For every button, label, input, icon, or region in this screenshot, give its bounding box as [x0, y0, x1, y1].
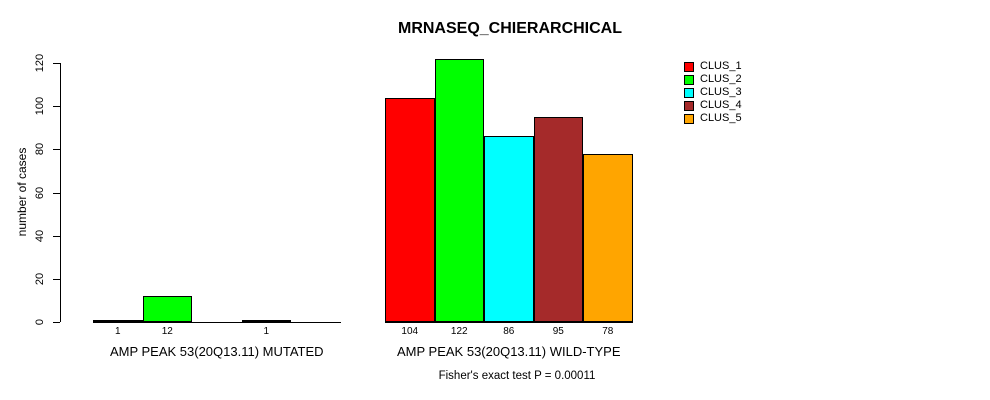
legend-swatch-icon — [684, 87, 694, 98]
y-tick-label: 0 — [34, 318, 46, 326]
y-tick-label: 60 — [34, 186, 46, 199]
y-tick-mark — [53, 235, 60, 237]
y-tick-mark — [53, 192, 60, 194]
legend-swatch-icon — [684, 100, 694, 111]
legend-item-clus_2: CLUS_2 — [684, 73, 742, 86]
legend-swatch-icon — [684, 113, 694, 124]
bar-value-label: 95 — [552, 326, 564, 337]
legend-label: CLUS_3 — [700, 86, 742, 98]
y-tick-mark — [53, 63, 60, 64]
y-tick-label: 100 — [34, 96, 46, 116]
legend-label: CLUS_2 — [700, 73, 742, 85]
y-tick-mark — [53, 322, 60, 323]
bar-clus_4-group1 — [241, 320, 291, 322]
y-tick-mark — [53, 278, 60, 280]
bar-value-label: 1 — [114, 326, 121, 337]
bar-clus_2-group1 — [142, 296, 192, 322]
legend-swatch-icon — [684, 74, 694, 85]
legend-item-clus_1: CLUS_1 — [684, 60, 742, 73]
bar-clus_3-group2 — [484, 136, 534, 322]
x-group-label: AMP PEAK 53(20Q13.11) MUTATED — [109, 344, 324, 359]
bar-clus_4-group2 — [533, 117, 583, 322]
x-baseline — [93, 322, 341, 323]
bar-value-label: 12 — [161, 326, 173, 337]
y-axis-title: number of cases — [15, 147, 29, 237]
bar-value-label: 78 — [602, 326, 614, 337]
chart-title: MRNASEQ_CHIERARCHICAL — [397, 20, 623, 37]
fisher-test-annotation: Fisher's exact test P = 0.00011 — [438, 370, 596, 382]
y-tick-label: 40 — [34, 229, 46, 242]
x-baseline — [385, 322, 633, 323]
legend-label: CLUS_4 — [700, 99, 742, 111]
y-tick-label: 80 — [34, 143, 46, 156]
legend-label: CLUS_5 — [700, 112, 742, 124]
y-tick-label: 20 — [34, 272, 46, 285]
y-tick-mark — [53, 149, 60, 151]
bar-clus_5-group2 — [583, 154, 633, 322]
bar-value-label: 122 — [450, 326, 468, 337]
legend-item-clus_3: CLUS_3 — [684, 86, 742, 99]
y-axis-line — [60, 63, 61, 322]
bar-value-label: 86 — [503, 326, 515, 337]
legend-swatch-icon — [684, 61, 694, 72]
bar-clus_1-group1 — [93, 320, 143, 322]
legend-label: CLUS_1 — [700, 60, 742, 72]
bar-clus_2-group2 — [434, 59, 484, 322]
x-group-label: AMP PEAK 53(20Q13.11) WILD-TYPE — [397, 344, 621, 359]
legend-item-clus_4: CLUS_4 — [684, 99, 742, 112]
bar-value-label: 1 — [263, 326, 270, 337]
legend-item-clus_5: CLUS_5 — [684, 112, 742, 125]
y-tick-label: 120 — [34, 53, 46, 73]
bar-value-label: 104 — [401, 326, 419, 337]
y-tick-mark — [53, 106, 60, 108]
bar-clus_1-group2 — [385, 98, 435, 322]
legend: CLUS_1 CLUS_2 CLUS_3 CLUS_4 CLUS_5 — [684, 60, 742, 125]
